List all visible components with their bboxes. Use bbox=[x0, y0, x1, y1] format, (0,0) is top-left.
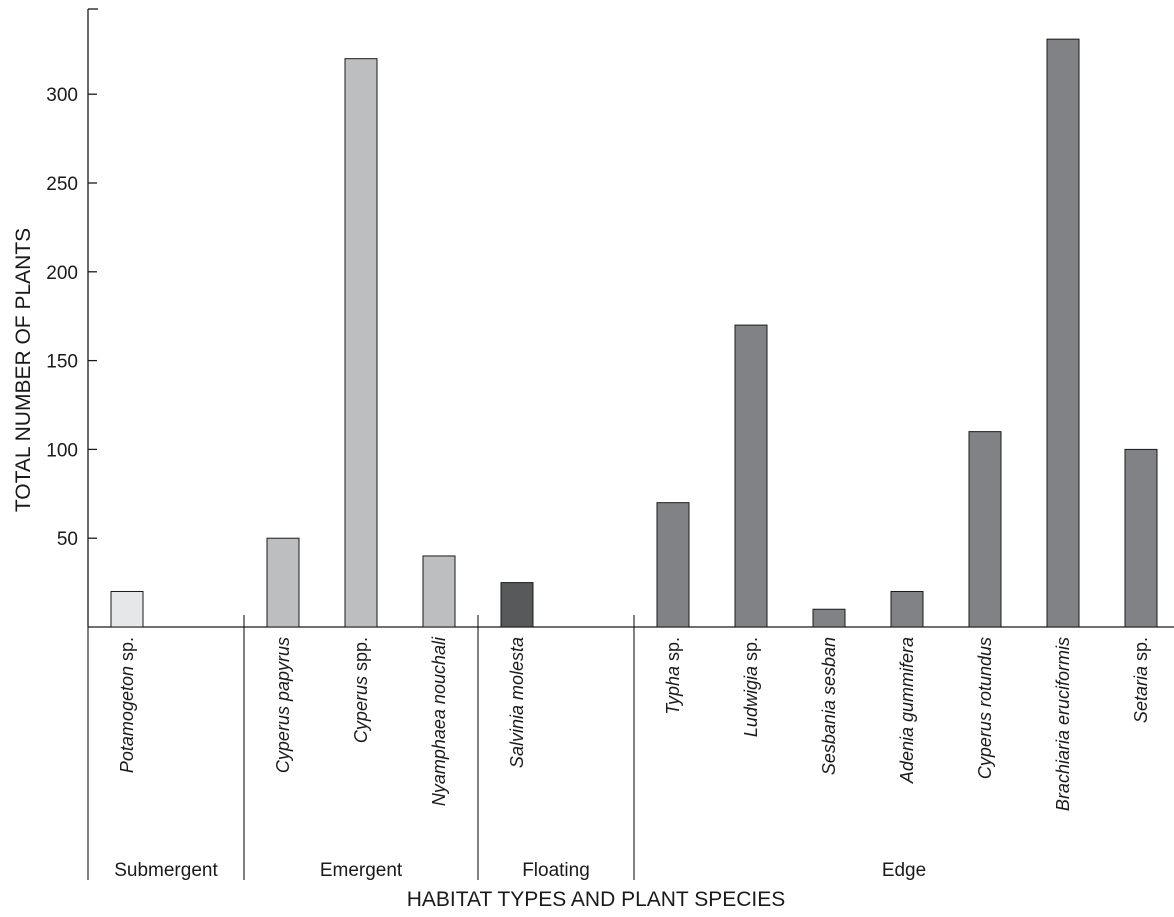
bar-label: Cyperus rotundus bbox=[975, 637, 995, 779]
bar-label: Typha sp. bbox=[663, 637, 683, 715]
species-name: Typha bbox=[663, 666, 683, 715]
species-name: Salvinia molesta bbox=[507, 637, 527, 768]
species-name: Adenia gummifera bbox=[897, 637, 917, 784]
bar-label: Ludwigia sp. bbox=[741, 637, 761, 737]
group-label: Floating bbox=[522, 860, 590, 881]
bar-label: Cyperus papyrus bbox=[273, 637, 293, 773]
bar-label: Adenia gummifera bbox=[897, 637, 917, 784]
bar-label: Potamogeton sp. bbox=[117, 637, 137, 773]
species-name: Cyperus bbox=[351, 676, 371, 743]
species-name: Cyperus papyrus bbox=[273, 637, 293, 773]
species-suffix: sp. bbox=[117, 637, 137, 666]
group-label: Emergent bbox=[320, 860, 403, 881]
species-suffix: spp. bbox=[351, 637, 371, 676]
bar bbox=[344, 58, 378, 628]
bar bbox=[656, 502, 690, 628]
bar bbox=[890, 590, 924, 628]
y-tick-label: 150 bbox=[46, 352, 78, 373]
bar bbox=[812, 608, 846, 628]
group-label: Submergent bbox=[114, 860, 218, 881]
labels: Potamogeton sp. Cyperus papyrus Cyperus sp… bbox=[117, 636, 1151, 811]
bar bbox=[266, 537, 300, 628]
group-label: Edge bbox=[882, 860, 926, 881]
species-suffix: sp. bbox=[741, 637, 761, 666]
y-tick-label: 50 bbox=[57, 529, 78, 550]
y-axis-title: TOTAL NUMBER OF PLANTS bbox=[12, 228, 35, 512]
species-name: Nyamphaea nouchali bbox=[429, 636, 449, 806]
species-name: Setaria bbox=[1131, 666, 1151, 723]
bar-label: Sesbania sesban bbox=[819, 637, 839, 775]
bar bbox=[422, 555, 456, 628]
bar-label: Salvinia molesta bbox=[507, 637, 527, 768]
y-tick-label: 250 bbox=[46, 174, 78, 195]
bar bbox=[734, 324, 768, 628]
species-name: Sesbania sesban bbox=[819, 637, 839, 775]
bar bbox=[500, 582, 534, 628]
bars bbox=[110, 38, 1158, 628]
y-tick-label: 200 bbox=[46, 263, 78, 284]
bar bbox=[1124, 448, 1158, 628]
species-name: Ludwigia bbox=[741, 666, 761, 737]
bar bbox=[968, 431, 1002, 628]
bar-label: Cyperus spp. bbox=[351, 637, 371, 743]
x-axis-title: HABITAT TYPES AND PLANT SPECIES bbox=[407, 888, 786, 911]
axes: 50 100 150 200 250 300 Submergent Emergent Float… bbox=[46, 8, 1174, 881]
y-tick-label: 300 bbox=[46, 85, 78, 106]
bar-label: Brachiaria eruciformis bbox=[1053, 637, 1073, 811]
species-suffix: sp. bbox=[663, 637, 683, 666]
bar bbox=[1046, 38, 1080, 628]
species-name: Potamogeton bbox=[117, 666, 137, 773]
bar-label: Setaria sp. bbox=[1131, 637, 1151, 723]
bar-label: Nyamphaea nouchali bbox=[429, 636, 449, 806]
species-name: Brachiaria eruciformis bbox=[1053, 637, 1073, 811]
species-suffix: sp. bbox=[1131, 637, 1151, 666]
species-name: Cyperus rotundus bbox=[975, 637, 995, 779]
bar bbox=[110, 590, 144, 628]
y-tick-label: 100 bbox=[46, 440, 78, 461]
